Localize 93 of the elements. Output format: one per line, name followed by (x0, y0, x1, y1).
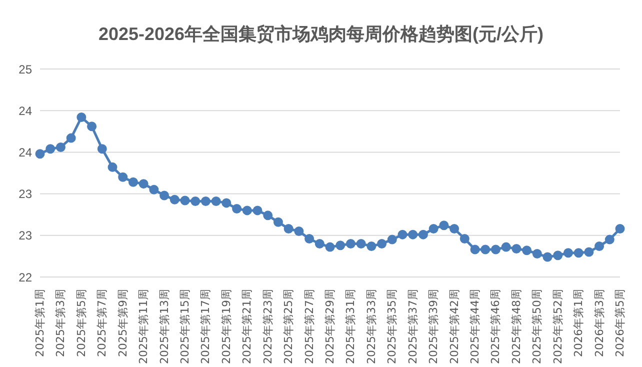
y-tick-label: 23 (18, 187, 32, 202)
x-tick-label: 2026年第1周 (572, 289, 586, 357)
point (118, 172, 128, 182)
x-tick-label: 2025年第44周 (468, 289, 482, 364)
point (470, 244, 480, 254)
point (346, 238, 356, 248)
point (160, 190, 170, 200)
point (46, 144, 56, 154)
x-tick-label: 2025年第29周 (324, 289, 336, 364)
point (532, 248, 542, 258)
point (428, 224, 438, 234)
point (542, 252, 552, 262)
point (180, 196, 190, 206)
x-tick-label: 2025年第37周 (406, 289, 420, 364)
x-tick-label: 2025年第19周 (220, 289, 233, 364)
point (232, 204, 242, 214)
point (325, 242, 335, 252)
x-tick-label: 2026年第5周 (614, 289, 626, 357)
chart-title: 2025-2026年全国集贸市场鸡肉每周价格趋势图(元/公斤) (97, 23, 545, 46)
point (439, 220, 449, 230)
point (460, 234, 470, 244)
x-tick-label: 2025年第46周 (489, 289, 502, 364)
point (170, 194, 180, 204)
point (604, 234, 614, 244)
point (294, 226, 304, 236)
point (574, 248, 584, 258)
point (66, 133, 76, 143)
x-tick-label: 2025年第42周 (448, 289, 461, 364)
y-tick-label: 24 (18, 145, 32, 160)
point (76, 112, 86, 122)
point (222, 198, 232, 208)
x-tick-label: 2025年第1周 (34, 289, 46, 357)
point (252, 206, 262, 216)
point (314, 238, 324, 248)
point (408, 230, 418, 240)
x-tick-label: 2025年第25周 (282, 289, 296, 364)
point (56, 142, 66, 152)
point (284, 224, 294, 234)
point (263, 210, 273, 220)
x-tick-label: 2025年第5周 (74, 289, 88, 357)
point (200, 196, 210, 206)
point (211, 196, 221, 206)
x-tick-label: 2025年第17周 (199, 289, 212, 364)
x-tick-label: 2025年第11周 (137, 289, 150, 364)
x-tick-label: 2025年第3周 (54, 289, 68, 357)
point (366, 241, 376, 251)
x-tick-label: 2025年第52周 (551, 289, 564, 364)
point (480, 244, 490, 254)
point (242, 206, 252, 216)
point (87, 122, 97, 132)
x-tick-label: 2025年第9周 (116, 289, 130, 357)
point (336, 240, 346, 250)
x-tick-label: 2025年第21周 (240, 289, 254, 364)
point (304, 234, 314, 244)
x-tick-label: 2026年第3周 (592, 289, 606, 357)
x-tick-label: 2025年第33周 (364, 289, 378, 364)
point (128, 177, 138, 187)
point (615, 224, 625, 234)
y-tick-label: 23 (18, 228, 32, 243)
point (490, 244, 500, 254)
point (138, 179, 148, 189)
point (398, 230, 408, 240)
point (418, 230, 428, 240)
point (97, 144, 107, 154)
y-tick-label: 22 (18, 270, 32, 284)
point (377, 238, 387, 248)
point (273, 217, 283, 227)
x-tick-label: 2025年第15周 (178, 289, 192, 364)
x-tick-label: 2025年第7周 (96, 289, 109, 357)
point (190, 196, 200, 206)
point (522, 246, 532, 256)
point (584, 247, 594, 257)
x-tick-label: 2025年第50周 (530, 289, 544, 364)
point (553, 250, 563, 260)
point (501, 242, 511, 252)
x-tick-label: 2025年第13周 (158, 289, 171, 364)
y-tick-label: 24 (18, 104, 32, 118)
x-tick-label: 2025年第31周 (344, 289, 358, 364)
point (387, 234, 397, 244)
point (594, 241, 604, 251)
x-tick-label: 2025年第35周 (386, 289, 399, 364)
x-tick-label: 2025年第23周 (261, 289, 274, 364)
x-tick-label: 2025年第27周 (302, 289, 316, 364)
x-tick-label: 2025年第48周 (510, 289, 523, 364)
point (563, 248, 573, 258)
point (450, 224, 460, 234)
y-tick-label: 25 (18, 62, 32, 76)
point (35, 149, 45, 159)
point (356, 238, 366, 248)
point (149, 184, 159, 194)
point (512, 244, 522, 254)
point (108, 162, 118, 172)
x-tick-label: 2025年第39周 (427, 289, 440, 364)
